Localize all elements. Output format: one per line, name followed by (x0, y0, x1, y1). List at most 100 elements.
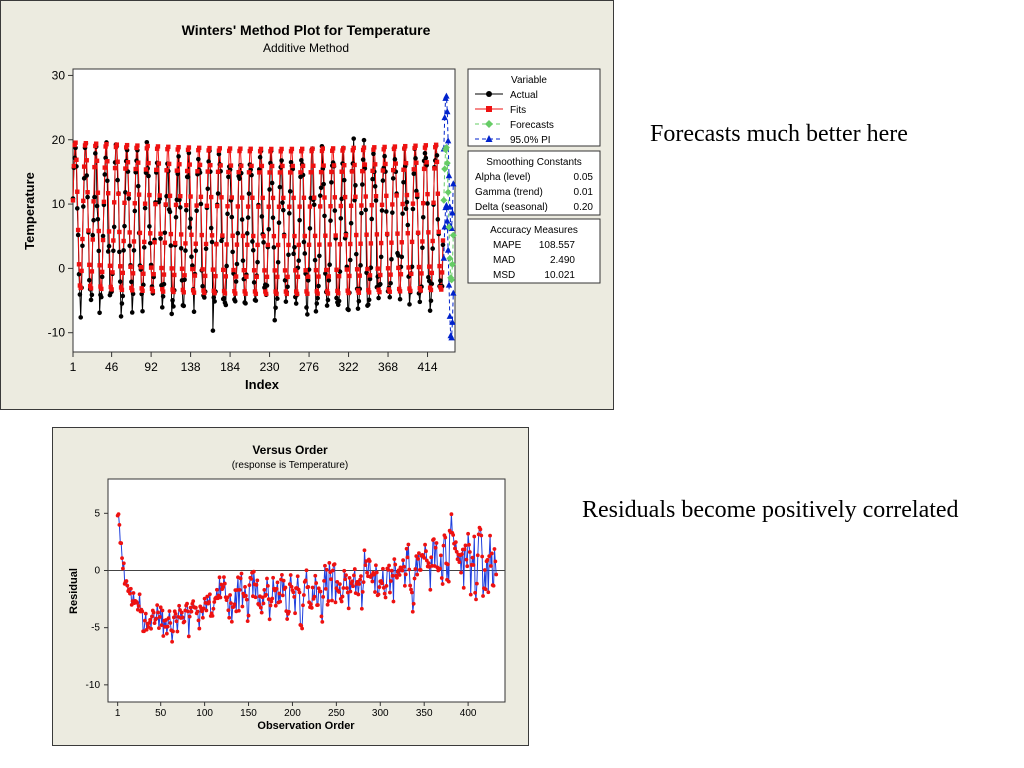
residual-point (329, 577, 333, 582)
actual-point (306, 267, 312, 272)
residual-point (240, 604, 245, 609)
residual-point (239, 571, 244, 576)
residual-point (406, 542, 411, 547)
fit-point (126, 191, 131, 197)
residual-point (188, 605, 193, 610)
actual-point (74, 206, 80, 211)
fit-point (89, 269, 95, 274)
residual-point (225, 595, 230, 600)
fit-point (389, 240, 394, 245)
pi-lower-point (440, 254, 448, 261)
fit-point (334, 267, 339, 272)
fit-point (279, 146, 284, 152)
fit-point (225, 204, 230, 209)
actual-point (129, 279, 134, 285)
actual-point (170, 298, 175, 303)
residual-point (157, 615, 162, 619)
residual-point (465, 564, 470, 569)
actual-point (93, 151, 98, 156)
actual-point (191, 309, 197, 315)
residual-point (339, 599, 344, 604)
fit-point (337, 242, 343, 247)
actual-point (216, 151, 222, 157)
fit-point (234, 242, 240, 247)
fit-point (271, 233, 277, 239)
fit-point (360, 147, 366, 153)
residual-point (288, 573, 293, 577)
fit-point (230, 233, 235, 238)
fit-point (112, 200, 117, 205)
actual-point (106, 243, 112, 249)
actual-point (189, 254, 194, 259)
actual-point (335, 302, 341, 308)
actual-point (435, 217, 441, 222)
fit-point (372, 162, 378, 167)
fit-point (424, 160, 429, 165)
residual-point (191, 599, 196, 604)
forecast-point (448, 276, 456, 284)
fit-point (319, 148, 325, 154)
fit-point (228, 163, 234, 168)
actual-point (240, 258, 246, 263)
fit-point (390, 202, 395, 207)
fit-point (372, 145, 377, 150)
fit-point (117, 229, 122, 235)
actual-point (305, 312, 310, 317)
actual-point (379, 208, 385, 213)
residual-point (410, 609, 415, 614)
fit-point (435, 191, 441, 196)
residual-point (117, 522, 122, 527)
forecast-point (440, 196, 448, 204)
actual-point (92, 194, 97, 200)
residual-point (253, 595, 258, 600)
fit-point (316, 274, 321, 279)
fit-point (215, 203, 220, 209)
residual-point (486, 590, 491, 595)
fit-point (267, 170, 272, 175)
actual-point (219, 238, 224, 244)
winters-y-axis-label: Temperature (22, 172, 37, 250)
winters-chart-title: Winters' Method Plot for Temperature (182, 22, 431, 38)
residual-point (243, 584, 247, 589)
fit-point (269, 163, 275, 169)
accuracy-mad-label: MAD (493, 255, 515, 266)
actual-point (119, 301, 125, 306)
actual-point (334, 295, 339, 301)
fit-point (306, 242, 312, 247)
fit-point (91, 199, 96, 204)
fit-point (325, 291, 331, 296)
residual-point (287, 609, 291, 614)
actual-point (261, 240, 266, 245)
actual-point (230, 249, 235, 255)
fit-point (358, 241, 363, 246)
fit-point (136, 160, 141, 165)
actual-point (293, 301, 299, 306)
fit-point (284, 291, 289, 297)
fit-point (281, 233, 287, 239)
actual-point (188, 216, 193, 222)
actual-point (253, 298, 259, 303)
residual-point (485, 557, 490, 562)
fit-point (139, 286, 144, 291)
x-tick-label: 230 (260, 360, 280, 374)
fit-point (248, 146, 253, 152)
actual-point (212, 299, 217, 304)
residual-point (274, 586, 279, 591)
residual-point (195, 609, 200, 614)
residual-point (222, 581, 227, 586)
fit-point (130, 288, 135, 293)
actual-point (176, 154, 181, 159)
actual-point (399, 254, 405, 260)
fit-point (303, 268, 308, 273)
actual-point (282, 278, 288, 283)
fit-point (357, 273, 362, 278)
actual-point (311, 202, 317, 208)
legend-label: Actual (510, 90, 538, 101)
fit-point (208, 162, 213, 168)
fit-point (280, 163, 285, 169)
residual-point (429, 555, 434, 560)
residual-point (136, 604, 141, 608)
actual-point (80, 243, 85, 249)
fit-point (209, 233, 215, 238)
fit-point (322, 195, 327, 200)
